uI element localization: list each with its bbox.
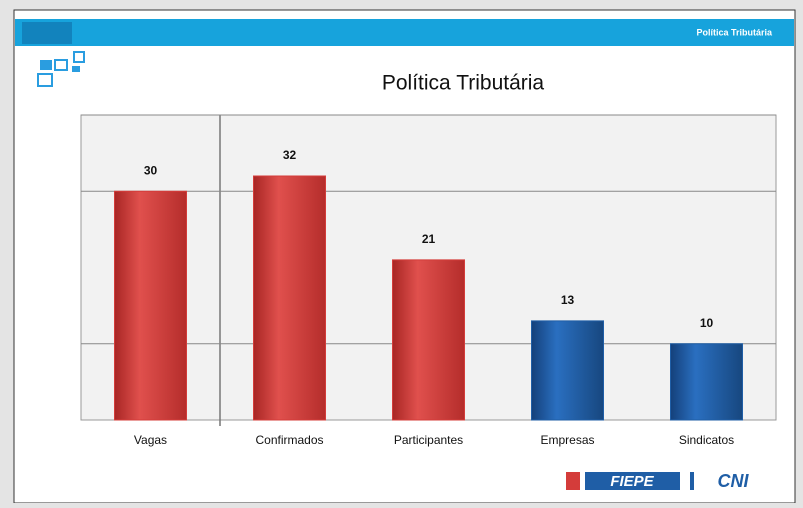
logo-text: FIEPE <box>610 473 654 490</box>
data-label: 10 <box>700 316 714 330</box>
data-label: 13 <box>561 293 575 307</box>
chart-title: Política Tributária <box>382 72 545 95</box>
footer-logos: FIEPE CNI <box>566 471 749 491</box>
x-tick-label: Participantes <box>394 433 463 447</box>
data-label: 21 <box>422 232 436 246</box>
bar <box>670 343 743 421</box>
header-label: Política Tributária <box>696 27 773 37</box>
x-tick-label: Vagas <box>134 433 167 447</box>
logo-text: CNI <box>718 471 750 491</box>
bar <box>114 190 187 421</box>
data-label: 32 <box>283 148 297 162</box>
data-label: 30 <box>144 163 158 177</box>
x-tick-label: Sindicatos <box>679 433 734 447</box>
x-tick-label: Empresas <box>540 433 594 447</box>
bar <box>392 259 465 421</box>
corner-logo <box>22 22 85 87</box>
bar <box>253 175 326 421</box>
x-tick-label: Confirmados <box>255 433 323 447</box>
bar <box>531 320 604 421</box>
header-bar <box>15 19 794 46</box>
